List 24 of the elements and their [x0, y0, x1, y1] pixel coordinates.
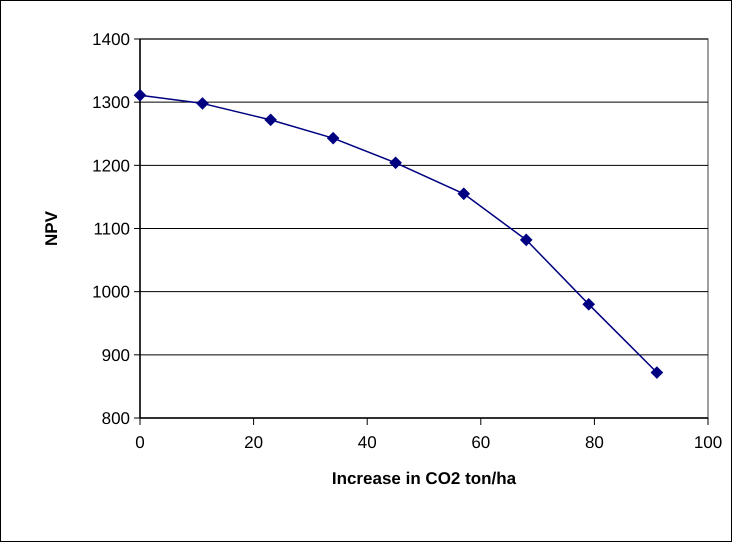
point — [520, 234, 533, 246]
y-tick-label: 800 — [102, 408, 130, 428]
y-tick-label: 1400 — [92, 30, 130, 49]
y-tick-label: 1100 — [93, 219, 130, 238]
y-axis-title: NPV — [42, 210, 61, 246]
y-tick-label: 900 — [102, 346, 130, 365]
point — [457, 187, 470, 200]
x-tick-label: 80 — [584, 433, 604, 452]
x-tick-label: 100 — [694, 433, 722, 452]
x-axis-title: Increase in CO2 ton/ha — [332, 469, 517, 488]
point — [389, 156, 402, 170]
x-tick-label: 0 — [135, 433, 145, 452]
point — [264, 114, 277, 126]
point — [650, 366, 664, 379]
point — [326, 132, 340, 144]
y-tick-label: 1000 — [92, 282, 130, 302]
x-tick-label: 40 — [358, 433, 377, 452]
x-tick-label: 20 — [244, 433, 264, 452]
point — [134, 88, 146, 102]
point — [582, 298, 596, 311]
x-tick-label: 60 — [471, 433, 490, 452]
y-tick-label: 1300 — [92, 93, 130, 112]
y-tick-label: 1200 — [92, 156, 130, 176]
point — [196, 97, 209, 110]
